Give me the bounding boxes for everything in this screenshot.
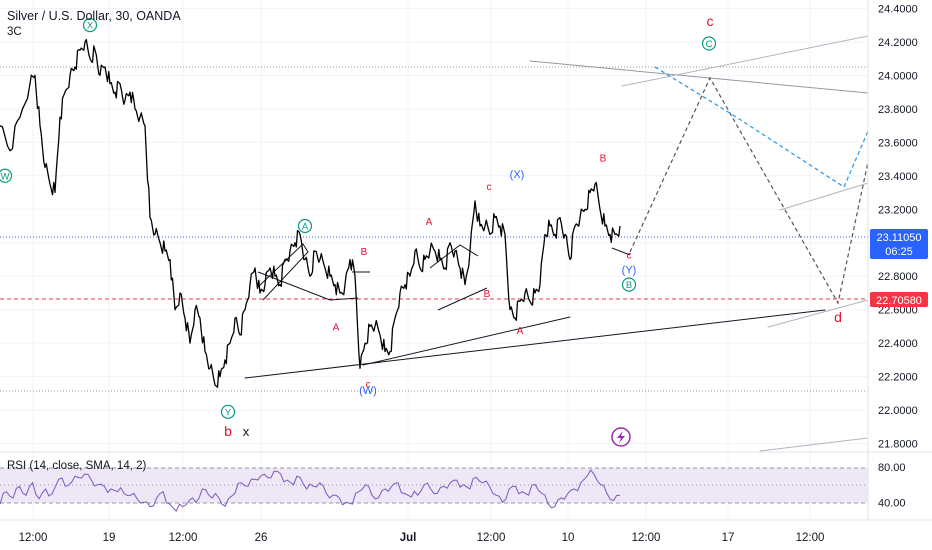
wave-label: c [627, 250, 632, 261]
wave-label: B [361, 247, 368, 258]
rsi-band [0, 468, 868, 503]
wave-label: (Y) [622, 265, 637, 277]
price-axis[interactable]: 24.4000 24.2000 24.0000 23.8000 23.6000 23.40… [878, 3, 918, 450]
wave-label-circle: X [82, 18, 98, 33]
wave-label-text: B [626, 280, 632, 291]
wave-label: c [707, 13, 714, 29]
wave-label: c [366, 379, 371, 390]
wave-label: x [243, 424, 250, 439]
wave-label-ring [220, 404, 236, 419]
lightning-icon[interactable] [611, 427, 631, 447]
trend-lines[interactable] [244, 35, 869, 452]
wave-label-text: Y [225, 407, 232, 418]
wave-label-ring [297, 218, 313, 234]
time-axis[interactable]: 12:00 19 12:00 26 Jul 12:00 10 12:00 17 12:00 [19, 532, 825, 544]
price-tick-label: 23.8000 [878, 104, 918, 116]
price-tick-label: 22.0000 [878, 405, 918, 417]
price-tick-label: 22.6000 [878, 305, 918, 317]
chart-title: Silver / U.S. Dollar, 30, OANDA [7, 9, 181, 23]
wave-label-circle: A [297, 218, 313, 234]
price-tick-label: 22.2000 [878, 372, 918, 384]
time-tick-label: 12:00 [169, 532, 198, 544]
time-tick-label: 26 [255, 532, 268, 544]
marked-level-tag: 22.70580 [870, 292, 928, 307]
time-tick-label: 10 [562, 532, 575, 544]
wave-label-text: A [302, 222, 309, 233]
wave-label-text: X [87, 21, 94, 32]
wave-label-circle: W [0, 168, 13, 183]
time-tick-label: 17 [722, 532, 735, 544]
wave-label: B [484, 289, 491, 300]
wave-label: A [333, 322, 340, 333]
wave-label: B [600, 153, 607, 164]
projection-alt-path[interactable] [654, 66, 869, 188]
wave-label: d [834, 309, 842, 325]
wave-label-ring [621, 277, 637, 292]
time-tick-label: Jul [400, 532, 417, 544]
price-series-line[interactable] [0, 38, 621, 388]
wave-label: A [517, 326, 524, 337]
rising-guide-low[interactable] [767, 299, 869, 328]
rsi-tick-label: 80.00 [878, 462, 906, 474]
projection-path[interactable] [629, 76, 869, 305]
wave-label: (W) [359, 385, 377, 397]
time-tick-label: 12:00 [632, 532, 661, 544]
wave-label: c [487, 182, 492, 193]
time-tick-label: 12:00 [477, 532, 506, 544]
price-tick-label: 24.0000 [878, 70, 918, 82]
wave-label-ring [82, 18, 98, 33]
price-tick-label: 23.6000 [878, 137, 918, 149]
rising-guide-top[interactable] [621, 35, 869, 87]
timeframe-label: 3C [7, 26, 22, 38]
zigzag-c[interactable] [429, 244, 479, 269]
grid [0, 0, 868, 520]
rsi-line[interactable] [0, 469, 621, 512]
time-tick-label: 12:00 [796, 532, 825, 544]
wave-label-text: C [706, 39, 713, 50]
rsi-title: RSI (14, close, SMA, 14, 2) [7, 460, 147, 472]
time-tick-label: 19 [103, 532, 116, 544]
current-price-tag: 23.11050 06:25 [870, 229, 928, 259]
price-tick-label: 24.4000 [878, 3, 918, 15]
lower-trendline[interactable] [244, 309, 826, 379]
price-tick-label: 23.2000 [878, 204, 918, 216]
marked-level-value: 22.70580 [876, 295, 922, 307]
rsi-tick-label: 40.00 [878, 497, 906, 509]
countdown: 06:25 [885, 246, 913, 258]
support-line-w[interactable] [362, 316, 571, 366]
zigzag-d[interactable] [437, 287, 488, 311]
wave-label-ring [0, 168, 13, 183]
price-tick-label: 24.2000 [878, 37, 918, 49]
rising-guide-mid[interactable] [779, 182, 869, 211]
zigzag-a[interactable] [257, 243, 309, 301]
wave-label: A [426, 217, 433, 228]
price-tick-label: 22.8000 [878, 271, 918, 283]
wave-label-ring [701, 36, 717, 51]
price-tick-label: 21.8000 [878, 439, 918, 451]
upper-channel-line[interactable] [529, 60, 869, 94]
wave-label-circle: B [621, 277, 637, 292]
wave-label: (X) [510, 169, 525, 181]
wave-label: b [224, 423, 232, 439]
c-marker[interactable] [611, 247, 631, 256]
rising-guide-bottom[interactable] [759, 437, 869, 452]
current-price-value: 23.11050 [876, 232, 921, 244]
wave-label-circle: C [701, 36, 717, 51]
time-tick-label: 12:00 [19, 532, 48, 544]
price-tick-label: 23.4000 [878, 171, 918, 183]
rsi-axis[interactable]: 80.00 40.00 [878, 462, 906, 509]
wave-label-circle: Y [220, 404, 236, 419]
price-tick-label: 22.4000 [878, 338, 918, 350]
wave-label-text: W [1, 171, 10, 182]
